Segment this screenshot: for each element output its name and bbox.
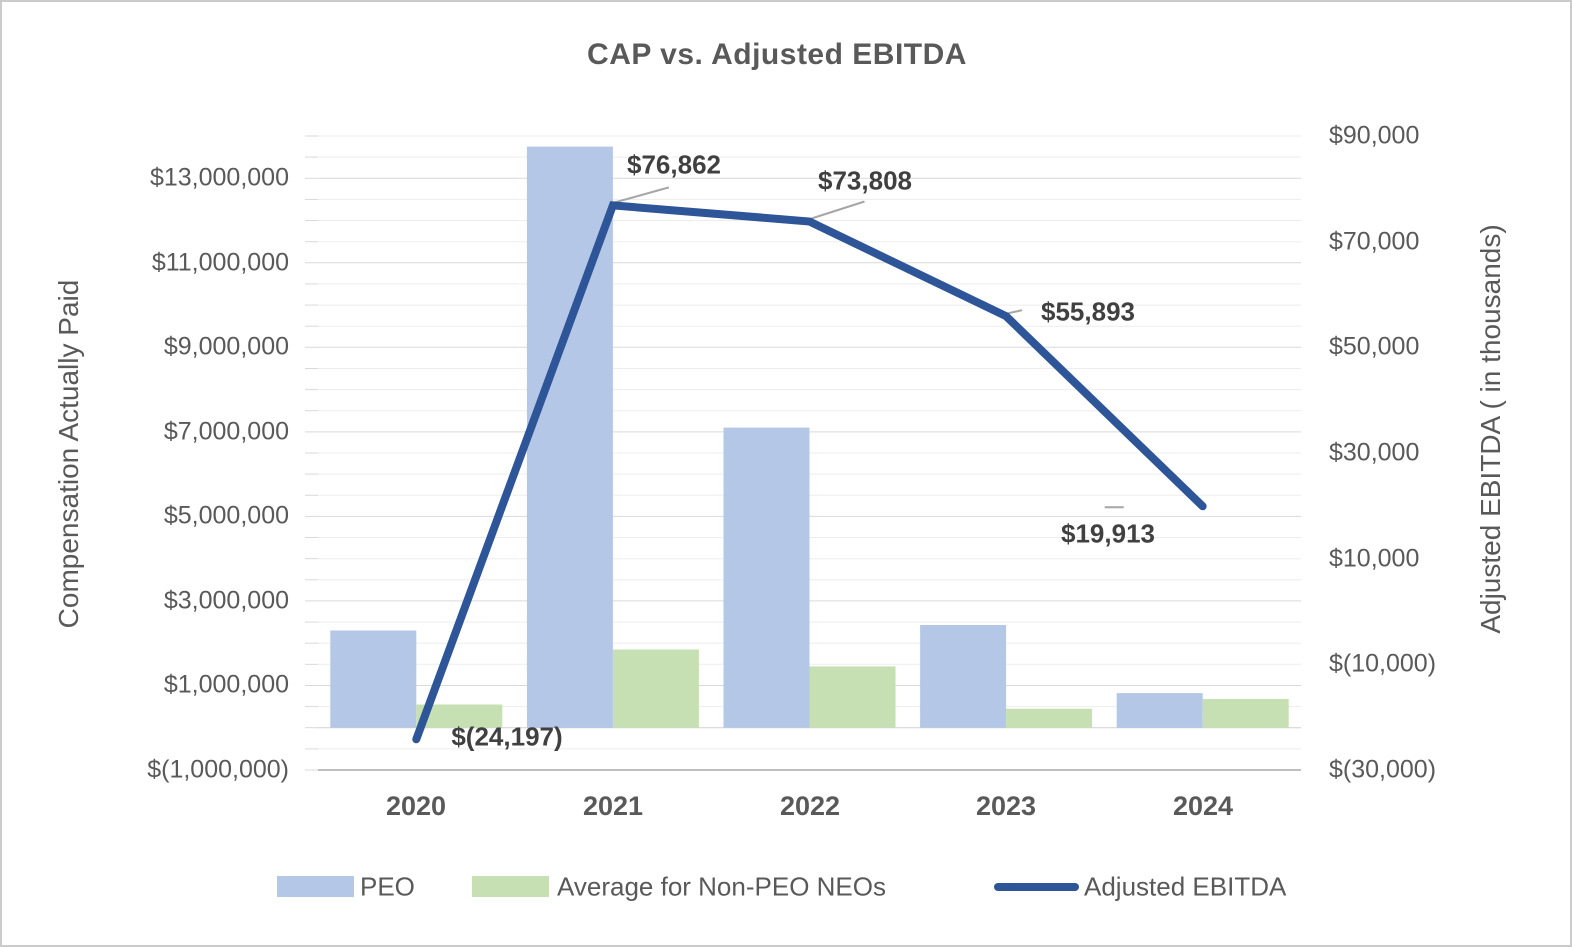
data-label-2020: $(24,197) bbox=[451, 721, 563, 752]
data-label-2022: $73,808 bbox=[818, 165, 912, 196]
left-axis-tick-label: $3,000,000 bbox=[163, 586, 289, 615]
bar-peo-2023 bbox=[920, 625, 1007, 728]
category-label-2022: 2022 bbox=[779, 791, 841, 821]
category-label-2020: 2020 bbox=[385, 791, 447, 821]
left-axis-tick-label: $5,000,000 bbox=[163, 501, 289, 530]
right-axis-tick-label: $(10,000) bbox=[1329, 649, 1437, 678]
legend-swatch-non-peo-neos bbox=[472, 876, 549, 897]
category-label-2021: 2021 bbox=[582, 791, 644, 821]
bar-non-peo-neos-2021 bbox=[612, 649, 699, 728]
legend-label-adjusted-ebitda: Adjusted EBITDA bbox=[1084, 871, 1287, 902]
bar-non-peo-neos-2023 bbox=[1006, 708, 1093, 728]
left-axis-tick-label: $(1,000,000) bbox=[147, 755, 289, 784]
right-axis-tick-label: $70,000 bbox=[1329, 227, 1420, 256]
left-axis-tick-label: $11,000,000 bbox=[151, 248, 289, 277]
right-axis-tick-label: $30,000 bbox=[1329, 438, 1420, 467]
legend-line-adjusted-ebitda bbox=[994, 883, 1079, 891]
right-axis-tick-label: $50,000 bbox=[1329, 332, 1420, 361]
data-label-2021: $76,862 bbox=[627, 149, 721, 180]
right-axis-tick-label: $(30,000) bbox=[1329, 755, 1437, 784]
bar-non-peo-neos-2020 bbox=[416, 704, 503, 728]
right-axis-tick-label: $10,000 bbox=[1329, 544, 1420, 573]
bar-non-peo-neos-2022 bbox=[809, 666, 896, 728]
category-label-2024: 2024 bbox=[1172, 791, 1234, 821]
legend-label-peo: PEO bbox=[360, 871, 415, 902]
data-label-leader-line bbox=[811, 200, 865, 220]
bar-non-peo-neos-2024 bbox=[1202, 699, 1289, 728]
data-label-2023: $55,893 bbox=[1041, 296, 1135, 327]
data-label-leader-line bbox=[614, 186, 670, 204]
right-axis-tick-label: $90,000 bbox=[1329, 121, 1420, 150]
legend-label-non-peo-neos: Average for Non-PEO NEOs bbox=[557, 871, 886, 902]
category-label-2023: 2023 bbox=[975, 791, 1037, 821]
bar-peo-2024 bbox=[1116, 693, 1203, 728]
left-axis-tick-label: $13,000,000 bbox=[149, 163, 289, 192]
bar-peo-2022 bbox=[723, 427, 810, 728]
adjusted-ebitda-line bbox=[412, 201, 1207, 744]
chart-title: CAP vs. Adjusted EBITDA bbox=[587, 38, 967, 71]
bar-peo-2020 bbox=[330, 630, 417, 728]
left-axis-tick-label: $7,000,000 bbox=[163, 417, 289, 446]
legend-swatch-peo bbox=[277, 876, 354, 897]
data-label-2024: $19,913 bbox=[1061, 518, 1155, 549]
left-axis-tick-label: $9,000,000 bbox=[163, 332, 289, 361]
left-axis-tick-label: $1,000,000 bbox=[163, 670, 289, 699]
